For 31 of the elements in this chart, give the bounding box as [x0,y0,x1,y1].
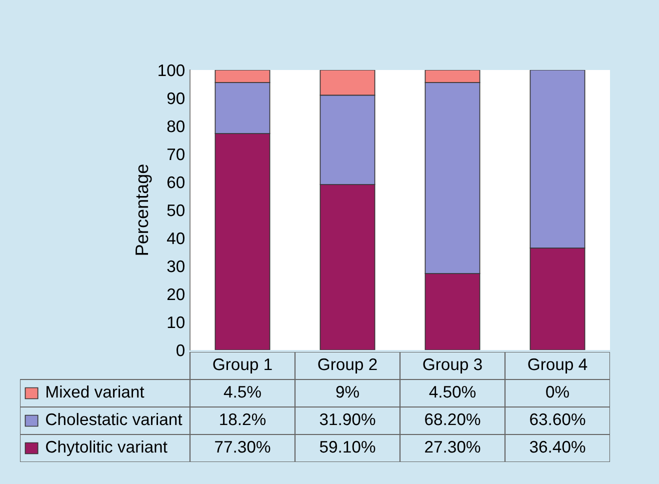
data-label: 59.10% [320,440,376,453]
x-tick-label: Group 2 [318,358,377,374]
data-label: 63.60% [530,413,586,426]
x-tick-label: Group 3 [423,358,482,374]
x-tick-label: Group 1 [213,358,272,374]
y-tick-label: 60 [167,176,184,188]
y-tick-label: 10 [168,316,184,328]
y-tick-label: 40 [166,232,184,244]
y-tick-label: 100 [158,64,184,76]
y-tick-label: 0 [176,344,184,356]
data-label: 0% [546,386,569,398]
data-label: 18.2% [220,413,266,426]
y-tick-label: 70 [167,148,184,160]
y-tick-label: 30 [167,260,184,272]
x-tick-label: Group 4 [528,358,588,374]
legend-label: Cholestatic variant [46,412,182,426]
legend-label: Chytolitic variant [46,440,168,456]
y-tick-label: 20 [167,288,184,300]
y-tick-label: 90 [167,92,184,104]
data-label: 77.30% [215,440,270,453]
y-axis-title: Percentage [136,164,152,255]
data-label: 4.50% [429,386,476,398]
legend-label: Mixed variant [46,385,144,398]
data-label: 27.30% [425,440,480,453]
data-label: 9% [336,386,359,398]
data-label: 31.90% [320,413,376,426]
y-tick-label: 80 [167,120,184,132]
data-label: 36.40% [530,440,586,453]
y-tick-label: 50 [167,204,184,216]
data-label: 4.5% [224,386,261,398]
data-label: 68.20% [425,413,480,426]
